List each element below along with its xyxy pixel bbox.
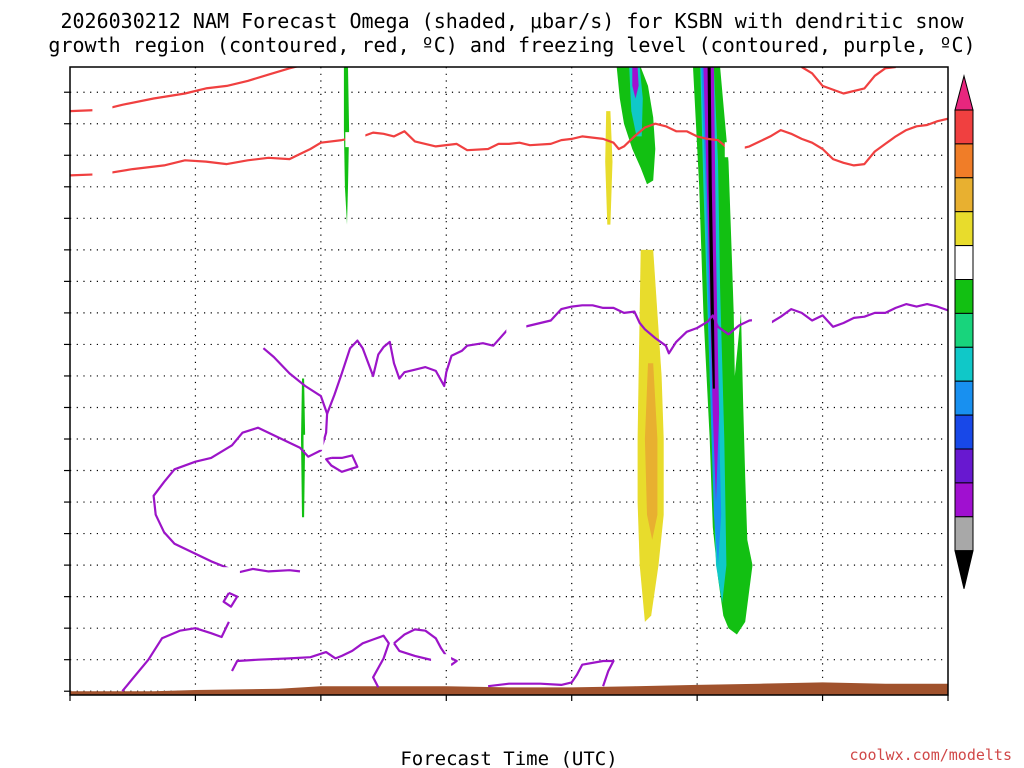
colorbar-box [954, 380, 974, 416]
contour-line-0C-freezing-level-upper- [152, 347, 329, 574]
colorbar-box [954, 279, 974, 314]
colorbar-top-triangle [954, 74, 974, 111]
colorbar-bottom-triangle [954, 550, 974, 589]
colorbar [954, 74, 974, 589]
shaded-region-orange-5MAR [644, 363, 658, 540]
x-axis [69, 695, 949, 701]
shaded-region-yellow-upper [605, 111, 613, 225]
contour-line--18C-isotherm [70, 67, 300, 113]
contour-line-0C-freezing-level-lower- [121, 621, 230, 692]
contour-line-0C-closed-contour-east- [325, 454, 359, 473]
contour-line-0C-lower-contour [231, 634, 390, 688]
shaded-region-strip-black [707, 67, 715, 389]
contour-label-bg [506, 317, 527, 333]
shaded-region-purple-upper [632, 67, 639, 99]
colorbar-box [954, 448, 974, 484]
colorbar-box [954, 414, 974, 450]
chart-title-line1: 2026030212 NAM Forecast Omega (shaded, μ… [60, 9, 964, 33]
contour-line--12C-isotherm [70, 117, 948, 177]
contour-label-bg [751, 311, 772, 327]
colorbar-box [954, 516, 974, 552]
colorbar-box [954, 482, 974, 518]
colorbar-box [954, 346, 974, 382]
contour-label-bg [724, 142, 745, 158]
contour-line-0C-freezing-level-upper-east- [326, 303, 948, 415]
plot-area [70, 67, 948, 695]
contour-label-bg [219, 567, 240, 583]
contour-label-bg [345, 132, 366, 148]
colorbar-box [954, 211, 974, 247]
y-axis [64, 91, 70, 692]
chart-title-line2: growth region (contoured, red, ºC) and f… [48, 33, 975, 57]
shaded-region-ground [70, 682, 948, 695]
colorbar-box [954, 177, 974, 213]
colorbar-box [954, 245, 974, 281]
contour-line-0C-loop-4MAR-late- [487, 659, 615, 688]
plot-frame [69, 66, 949, 696]
contour-label-bg [92, 103, 113, 119]
colorbar-box [954, 312, 974, 348]
colorbar-box [954, 109, 974, 145]
contour-label-bg [303, 434, 324, 450]
colorbar-box [954, 143, 974, 179]
contour-line-0C-small-contour [222, 591, 239, 608]
contour-line--18C-isotherm-right- [801, 67, 896, 95]
credit-text: coolwx.com/modelts [849, 746, 1012, 764]
contour-label-bg [92, 167, 113, 183]
contour-label-bg [431, 654, 452, 670]
shaded-region-green-streak-2 [301, 378, 306, 518]
x-axis-label: Forecast Time (UTC) [400, 748, 617, 768]
